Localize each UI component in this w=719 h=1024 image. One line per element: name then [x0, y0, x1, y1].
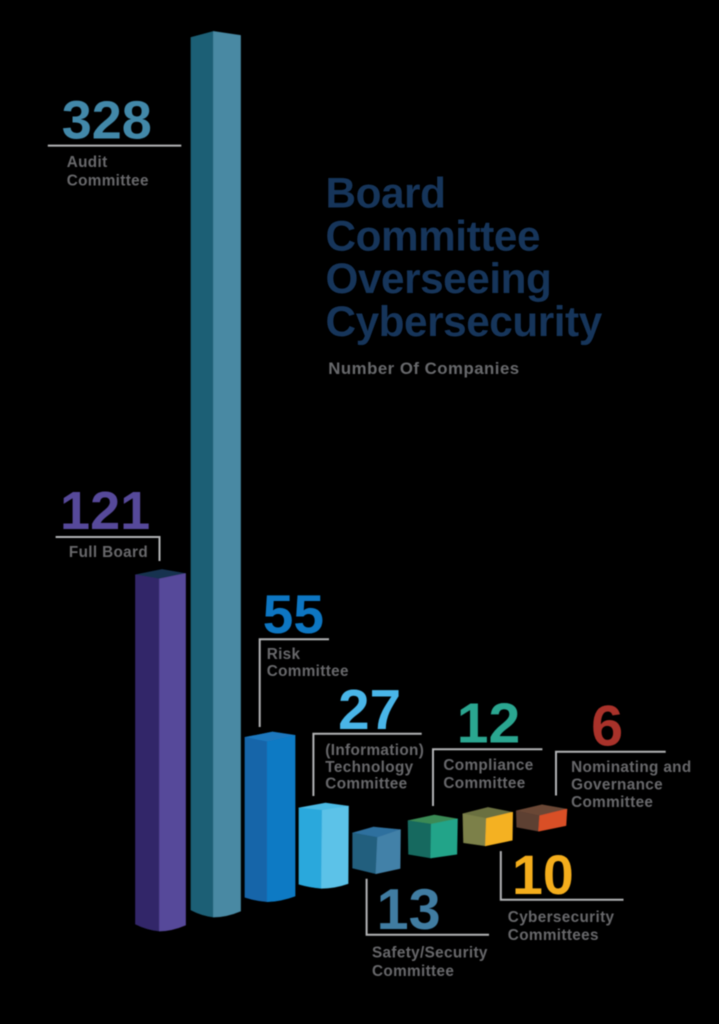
- svg-text:Number Of Companies: Number Of Companies: [328, 359, 519, 378]
- svg-text:Full Board: Full Board: [69, 544, 148, 561]
- svg-text:Committee: Committee: [326, 212, 541, 259]
- svg-text:Committee: Committee: [372, 963, 454, 980]
- svg-text:Cybersecurity: Cybersecurity: [508, 909, 615, 926]
- svg-text:Risk: Risk: [267, 646, 301, 663]
- svg-text:Audit: Audit: [67, 154, 108, 171]
- svg-text:328: 328: [62, 90, 152, 150]
- svg-text:Committee: Committee: [67, 173, 149, 190]
- svg-text:Technology: Technology: [325, 759, 413, 776]
- svg-text:Overseeing: Overseeing: [326, 255, 552, 302]
- svg-text:Governance: Governance: [571, 776, 663, 793]
- svg-text:Board: Board: [326, 170, 446, 217]
- svg-text:Committee: Committee: [443, 775, 525, 792]
- svg-text:13: 13: [377, 878, 441, 942]
- svg-text:12: 12: [457, 691, 520, 755]
- svg-text:Safety/Security: Safety/Security: [372, 944, 488, 961]
- svg-text:Cybersecurity: Cybersecurity: [326, 298, 603, 345]
- svg-text:10: 10: [512, 844, 574, 906]
- svg-text:Committees: Committees: [508, 927, 599, 944]
- svg-text:Committee: Committee: [571, 794, 653, 811]
- svg-text:Committee: Committee: [325, 775, 407, 792]
- svg-text:27: 27: [338, 678, 401, 741]
- svg-text:Committee: Committee: [267, 663, 349, 680]
- svg-text:6: 6: [591, 695, 623, 759]
- svg-text:(Information): (Information): [325, 742, 424, 759]
- svg-text:121: 121: [60, 481, 150, 541]
- svg-text:Nominating and: Nominating and: [571, 759, 691, 776]
- svg-text:55: 55: [263, 583, 324, 645]
- svg-text:Compliance: Compliance: [443, 757, 533, 774]
